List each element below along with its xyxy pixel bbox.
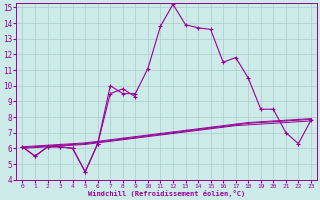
X-axis label: Windchill (Refroidissement éolien,°C): Windchill (Refroidissement éolien,°C): [88, 190, 245, 197]
